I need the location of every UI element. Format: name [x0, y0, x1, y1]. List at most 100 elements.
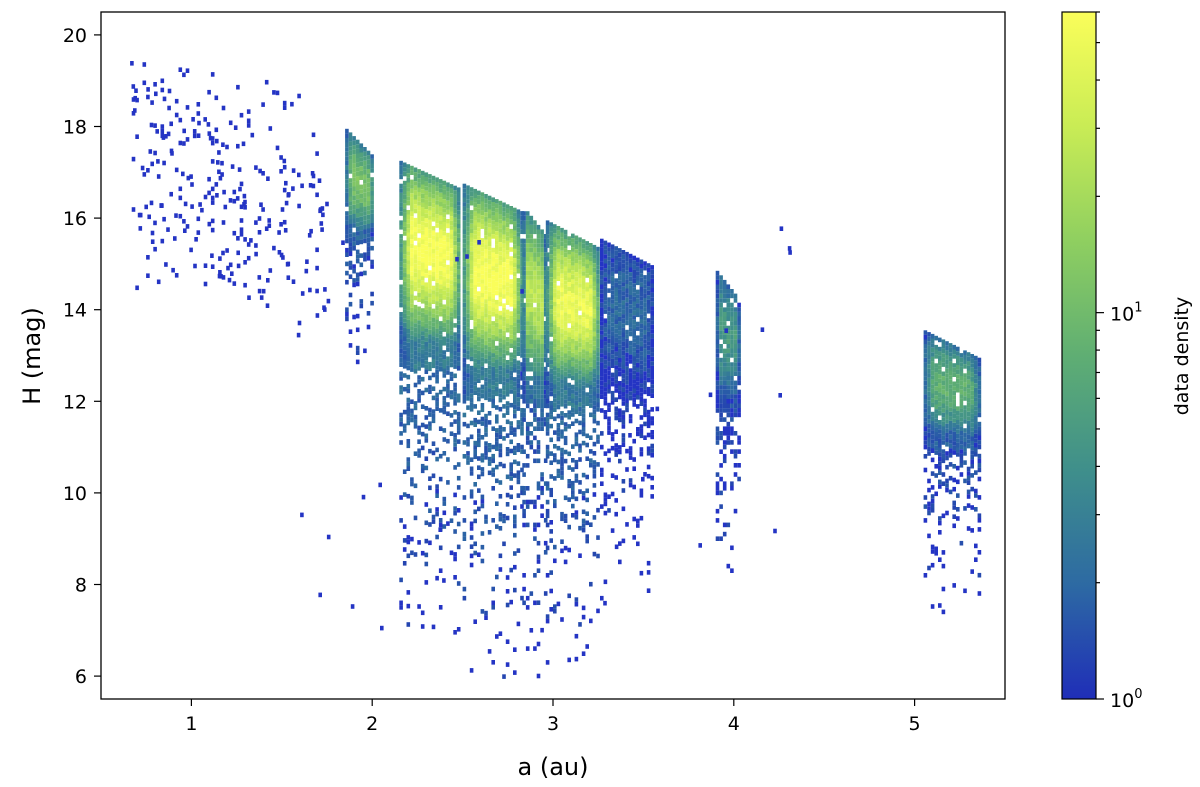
density-cell [247, 295, 251, 300]
density-cell [520, 394, 524, 399]
density-cell [498, 269, 503, 275]
density-cell [462, 234, 467, 239]
density-cell [435, 301, 439, 306]
density-cell [614, 319, 618, 325]
density-cell [719, 279, 723, 285]
density-cell [536, 339, 541, 344]
density-cell [169, 148, 174, 154]
density-cell [218, 256, 222, 261]
density-cell [502, 225, 506, 230]
density-cell [952, 372, 956, 377]
density-cell [513, 303, 517, 309]
density-cell [420, 354, 425, 359]
density-cell [529, 344, 534, 349]
density-cell [567, 401, 571, 406]
density-cell [536, 238, 541, 244]
density-cell [600, 444, 604, 450]
density-cell [505, 401, 510, 406]
density-cell [406, 347, 411, 352]
density-cell [261, 207, 265, 212]
density-cell [516, 310, 521, 315]
density-cell [487, 227, 492, 233]
density-cell [169, 191, 173, 197]
density-cell [607, 338, 611, 344]
density-cell [571, 293, 575, 298]
density-cell [431, 386, 436, 391]
density-cell [406, 416, 411, 421]
density-cell [516, 424, 521, 430]
density-cell [446, 200, 450, 206]
density-cell [498, 352, 503, 357]
density-cell [650, 320, 654, 325]
density-cell [650, 343, 654, 348]
density-cell [625, 467, 629, 472]
density-cell [484, 285, 488, 291]
density-cell [406, 242, 411, 247]
density-cell [366, 169, 371, 174]
density-cell [410, 536, 414, 542]
density-cell [525, 266, 530, 271]
density-cell [930, 494, 935, 499]
density-cell [560, 287, 564, 293]
density-cell [156, 279, 161, 285]
density-cell [628, 482, 633, 488]
density-cell [974, 397, 978, 402]
density-cell [589, 389, 593, 395]
density-cell [614, 406, 618, 412]
density-cell [491, 394, 495, 399]
density-cell [505, 268, 510, 273]
density-cell [578, 420, 582, 426]
density-cell [934, 413, 938, 419]
density-cell [540, 371, 544, 376]
density-cell [442, 313, 447, 319]
density-cell [456, 260, 461, 266]
density-cell [502, 275, 506, 281]
density-cell [571, 297, 575, 303]
density-cell [948, 411, 953, 417]
density-cell [715, 518, 720, 523]
density-cell [529, 247, 534, 253]
density-cell [522, 334, 526, 340]
density-cell [480, 315, 485, 321]
density-cell [399, 160, 403, 166]
density-cell [315, 313, 320, 318]
density-cell [453, 332, 457, 337]
density-cell [650, 475, 654, 481]
density-cell [603, 497, 608, 502]
density-cell [567, 295, 571, 301]
density-cell [600, 357, 604, 363]
density-cell [533, 247, 537, 253]
density-cell [469, 553, 474, 559]
density-cell [722, 293, 727, 299]
density-cell [625, 270, 629, 275]
density-cell [498, 379, 503, 385]
density-cell [545, 284, 550, 290]
density-cell [473, 518, 477, 524]
density-cell [442, 199, 447, 204]
density-cell [520, 289, 524, 294]
density-cell [185, 137, 190, 142]
density-cell [525, 312, 530, 317]
density-cell [934, 381, 938, 387]
density-cell [959, 540, 964, 546]
density-cell [571, 270, 575, 275]
density-cell [632, 356, 636, 361]
density-cell [581, 353, 586, 359]
density-cell [545, 486, 550, 491]
density-cell [469, 466, 474, 472]
density-cell [525, 224, 530, 230]
density-cell [625, 348, 629, 353]
density-cell [610, 436, 615, 442]
density-cell [549, 451, 553, 456]
density-cell [516, 314, 521, 320]
density-cell [473, 253, 477, 258]
density-cell [449, 239, 454, 244]
density-cell [522, 266, 526, 271]
density-cell [406, 384, 411, 389]
density-cell [453, 304, 457, 310]
density-cell [941, 376, 946, 381]
density-cell [473, 404, 477, 409]
density-cell [520, 270, 524, 276]
density-cell [533, 357, 537, 363]
density-cell [560, 415, 564, 421]
